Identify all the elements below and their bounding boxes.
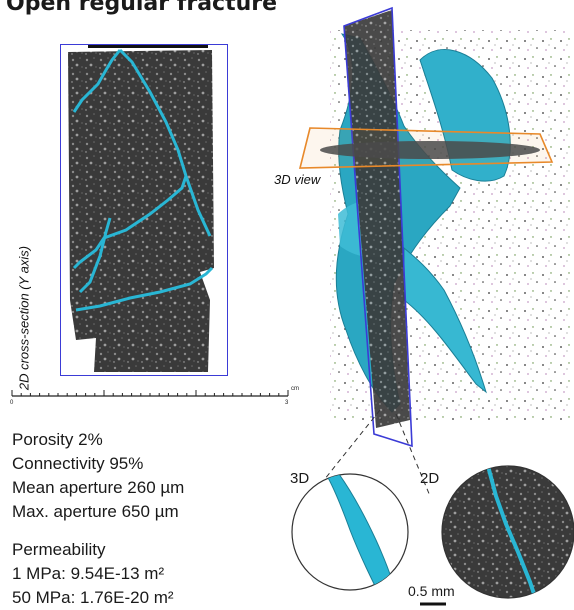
permeability-1mpa: 1 MPa: 9.54E-13 m²	[12, 564, 165, 583]
inset-3d-label: 3D	[290, 470, 310, 487]
ruler-unit-label: cm	[291, 386, 299, 392]
permeability-block: Permeability 1 MPa: 9.54E-13 m² 50 MPa: …	[12, 538, 174, 610]
connectivity-text: Connectivity 95%	[12, 454, 144, 473]
leader-line-2d	[395, 413, 431, 497]
view-3d-label: 3D view	[274, 172, 321, 187]
cross-section-image	[68, 44, 214, 372]
inset-2d-circle	[441, 465, 574, 599]
figure-title: Open regular fracture	[6, 0, 278, 16]
permeability-50mpa: 50 MPa: 1.76E-20 m²	[12, 588, 174, 607]
ruler-start-label: 0	[10, 400, 14, 406]
cm-ruler: 0 3 cm	[8, 386, 304, 418]
inset-2d-label: 2D	[420, 470, 440, 487]
max-aperture-text: Max. aperture 650 µm	[12, 502, 179, 521]
scale-bar-label: 0.5 mm	[408, 583, 455, 599]
porosity-text: Porosity 2%	[12, 430, 103, 449]
mean-aperture-text: Mean aperture 260 µm	[12, 478, 185, 497]
sample-statistics: Porosity 2% Connectivity 95% Mean apertu…	[12, 428, 184, 524]
volume-3d-image	[298, 6, 570, 448]
inset-3d-circle	[291, 473, 409, 591]
cross-section-frame	[60, 44, 228, 376]
leader-line-3d	[299, 409, 381, 511]
permeability-heading: Permeability	[12, 540, 106, 559]
ruler-end-label: 3	[285, 400, 289, 406]
